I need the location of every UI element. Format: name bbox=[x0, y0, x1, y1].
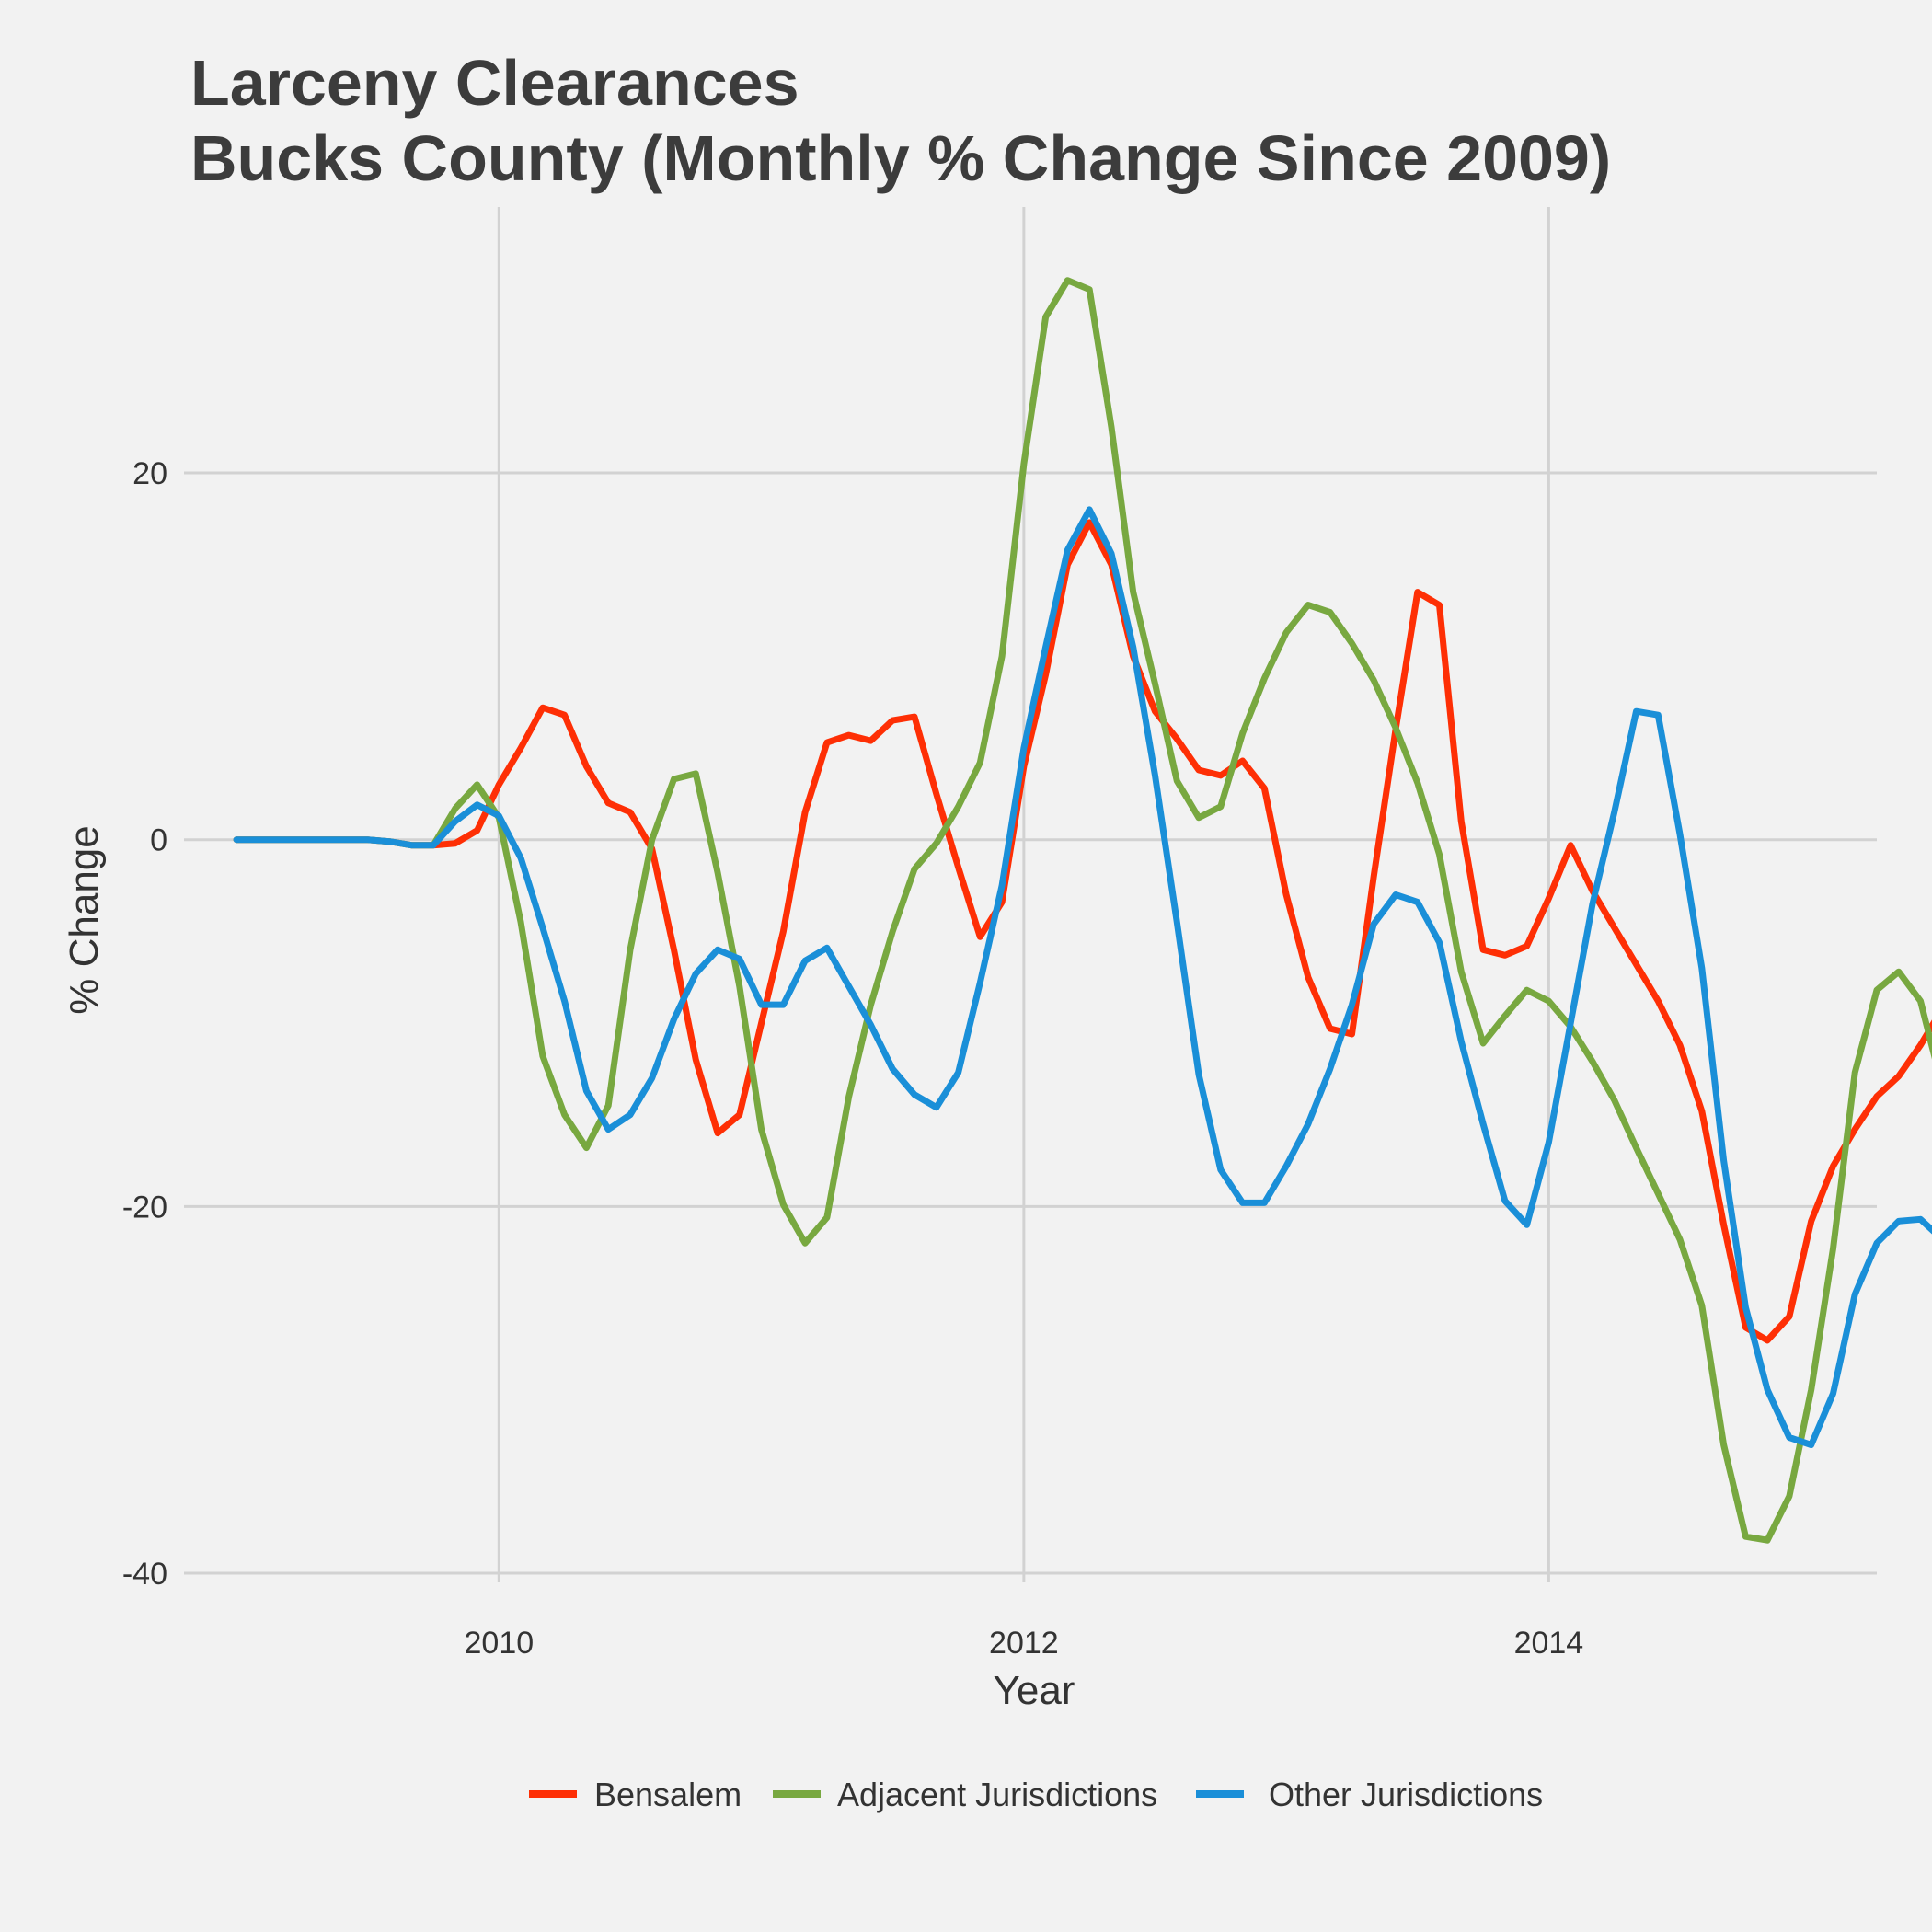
series-lines bbox=[233, 277, 1932, 1544]
x-tick-label: 2014 bbox=[1514, 1626, 1584, 1661]
series-line-other-jurisdictions bbox=[233, 506, 1932, 1448]
y-tick-label: -40 bbox=[122, 1557, 167, 1592]
x-tick-label: 2010 bbox=[465, 1626, 535, 1661]
series-line-bensalem bbox=[233, 519, 1932, 1344]
legend-label-adjacent-jurisdictions: Adjacent Jurisdictions bbox=[837, 1776, 1157, 1813]
series-line-adjacent-jurisdictions bbox=[233, 277, 1932, 1544]
y-tick-labels: -40 -20 0 20 bbox=[122, 456, 167, 1592]
y-tick-label: 20 bbox=[132, 456, 167, 491]
chart-title: Larceny Clearances Bucks County (Monthly… bbox=[190, 47, 1611, 194]
y-tick-label: -20 bbox=[122, 1190, 167, 1225]
x-axis-title: Year bbox=[994, 1668, 1075, 1713]
legend-label-bensalem: Bensalem bbox=[594, 1776, 742, 1813]
legend-label-other-jurisdictions: Other Jurisdictions bbox=[1269, 1776, 1543, 1813]
x-tick-label: 2012 bbox=[989, 1626, 1059, 1661]
legend: Bensalem Adjacent Jurisdictions Other Juri… bbox=[529, 1776, 1543, 1813]
x-tick-labels: 2010 2012 2014 bbox=[465, 1626, 1584, 1661]
chart-title-line-1: Larceny Clearances bbox=[190, 47, 799, 119]
y-tick-label: 0 bbox=[150, 823, 167, 858]
y-axis-title: % Change bbox=[62, 825, 107, 1014]
chart-title-line-2: Bucks County (Monthly % Change Since 200… bbox=[190, 122, 1611, 194]
